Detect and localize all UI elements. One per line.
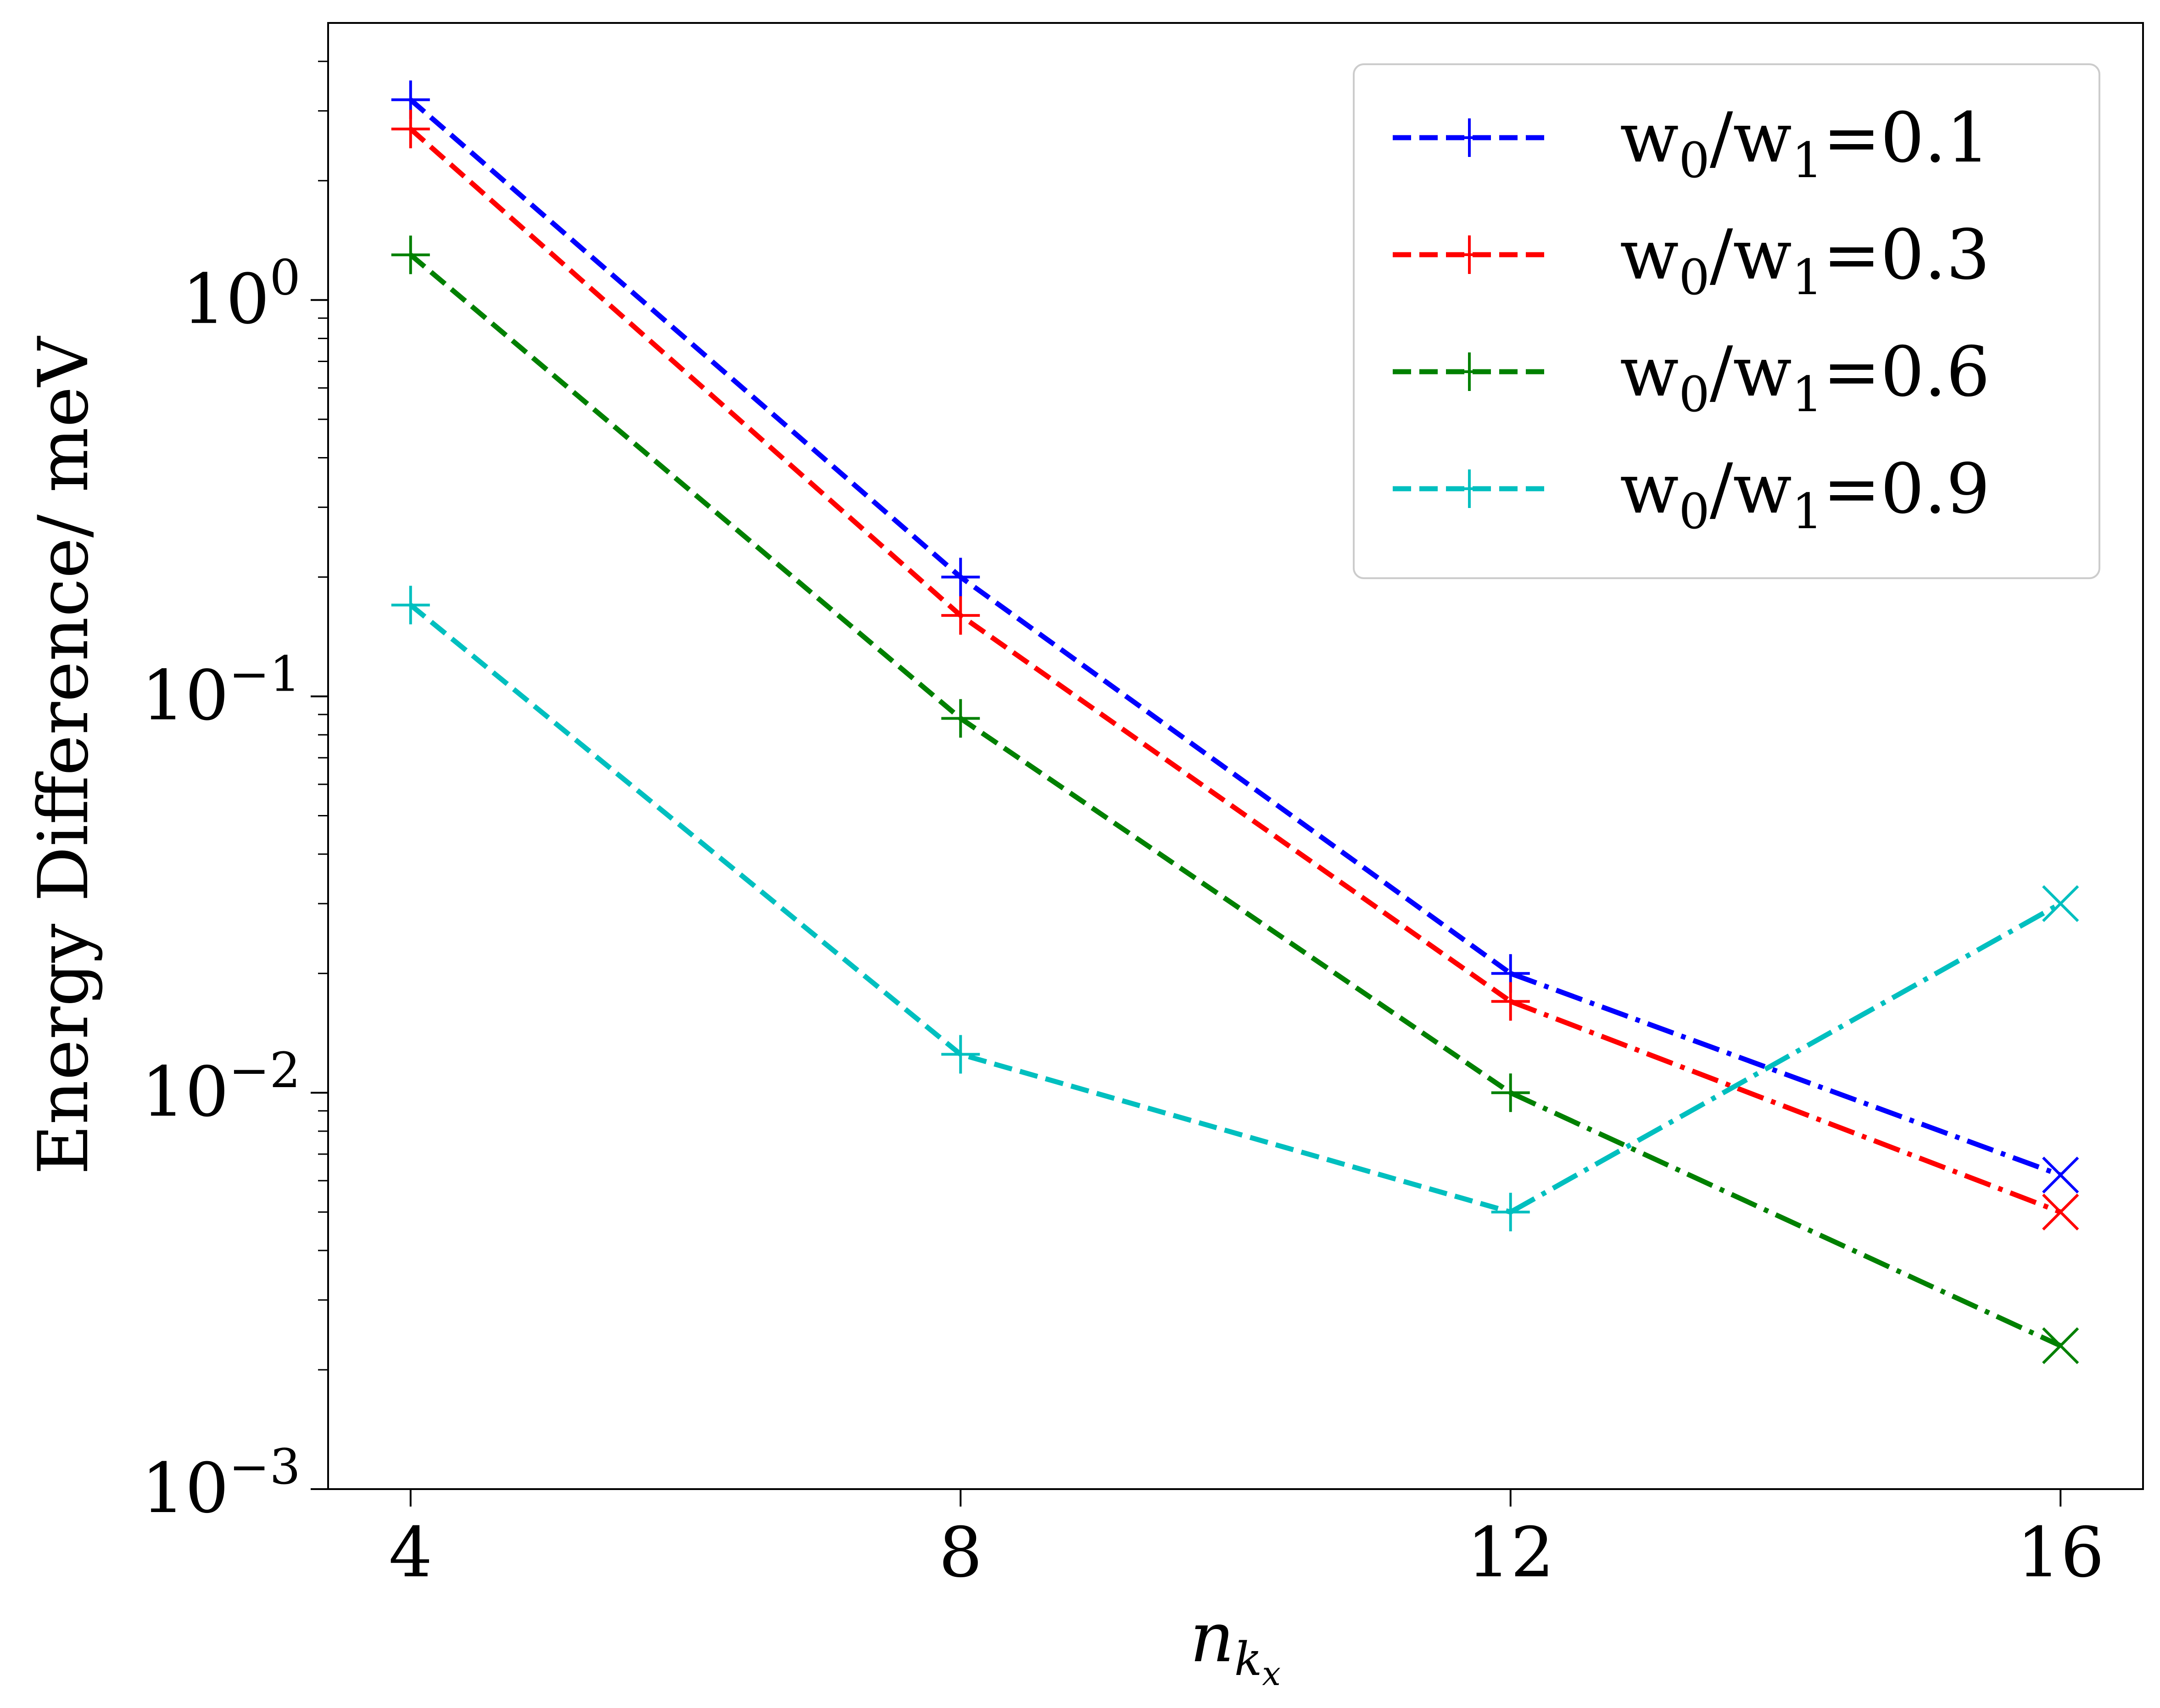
data-point — [391, 235, 430, 274]
x-marker-b — [2042, 1194, 2079, 1231]
data-point — [941, 1035, 980, 1074]
data-point — [391, 110, 430, 149]
legend: w0/w1=0.1 w0/w1=0.3 w0/w1=0.6 w0/w1=0.9 — [1353, 63, 2100, 579]
series-3 — [391, 235, 2079, 1364]
series-dashdot-line — [1509, 1090, 2062, 1348]
x-tick-label: 16 — [2017, 1513, 2104, 1593]
data-point — [1491, 982, 1530, 1021]
legend-label: w0/w1=0.9 — [1620, 449, 1990, 540]
series-dashdot-line — [1509, 901, 2062, 1215]
data-point — [941, 699, 980, 738]
data-point — [2042, 885, 2079, 922]
x-tick-label: 12 — [1467, 1513, 1554, 1593]
data-point — [1491, 1193, 1530, 1232]
x-marker-b — [2042, 1156, 2079, 1194]
legend-item: w0/w1=0.9 — [1393, 449, 1990, 540]
series-2 — [391, 110, 2079, 1231]
x-axis-title: nkx — [1190, 1598, 1281, 1693]
x-marker-b — [2042, 1327, 2079, 1364]
legend-item: w0/w1=0.1 — [1393, 98, 1990, 189]
x-tick-label: 4 — [389, 1513, 432, 1593]
legend-item: w0/w1=0.6 — [1393, 332, 1990, 423]
data-point — [2042, 1156, 2079, 1194]
axis-layer: 4 8 12 16 10−3 10−2 10−1 100 — [141, 61, 2104, 1593]
y-tick-label: 10−3 — [141, 1439, 301, 1529]
legend-label: w0/w1=0.6 — [1620, 332, 1990, 423]
series-layer — [391, 80, 2079, 1364]
series-1 — [391, 80, 2079, 1194]
data-point — [2042, 1327, 2079, 1364]
legend-label: w0/w1=0.3 — [1620, 215, 1990, 306]
series-dashdot-line — [1509, 971, 2062, 1178]
y-tick-label: 10−2 — [141, 1042, 301, 1132]
legend-label: w0/w1=0.1 — [1620, 98, 1990, 189]
y-tick-label: 100 — [182, 250, 301, 340]
data-point — [1491, 1073, 1530, 1112]
y-axis-title: Energy Difference/ meV — [24, 335, 104, 1175]
x-marker-b — [2042, 885, 2079, 922]
y-tick-label: 10−1 — [141, 646, 301, 736]
plot-frame — [327, 22, 2144, 1490]
legend-item: w0/w1=0.3 — [1393, 215, 1990, 306]
data-point — [941, 596, 980, 635]
data-point — [391, 586, 430, 625]
series-4 — [391, 586, 2079, 1232]
series-dashdot-line — [1509, 999, 2062, 1215]
legend-frame — [1353, 63, 2100, 579]
x-tick-label: 8 — [939, 1513, 982, 1593]
legend-items: w0/w1=0.1 w0/w1=0.3 w0/w1=0.6 w0/w1=0.9 — [1393, 98, 1990, 540]
data-point — [2042, 1194, 2079, 1231]
data-point — [941, 558, 980, 597]
